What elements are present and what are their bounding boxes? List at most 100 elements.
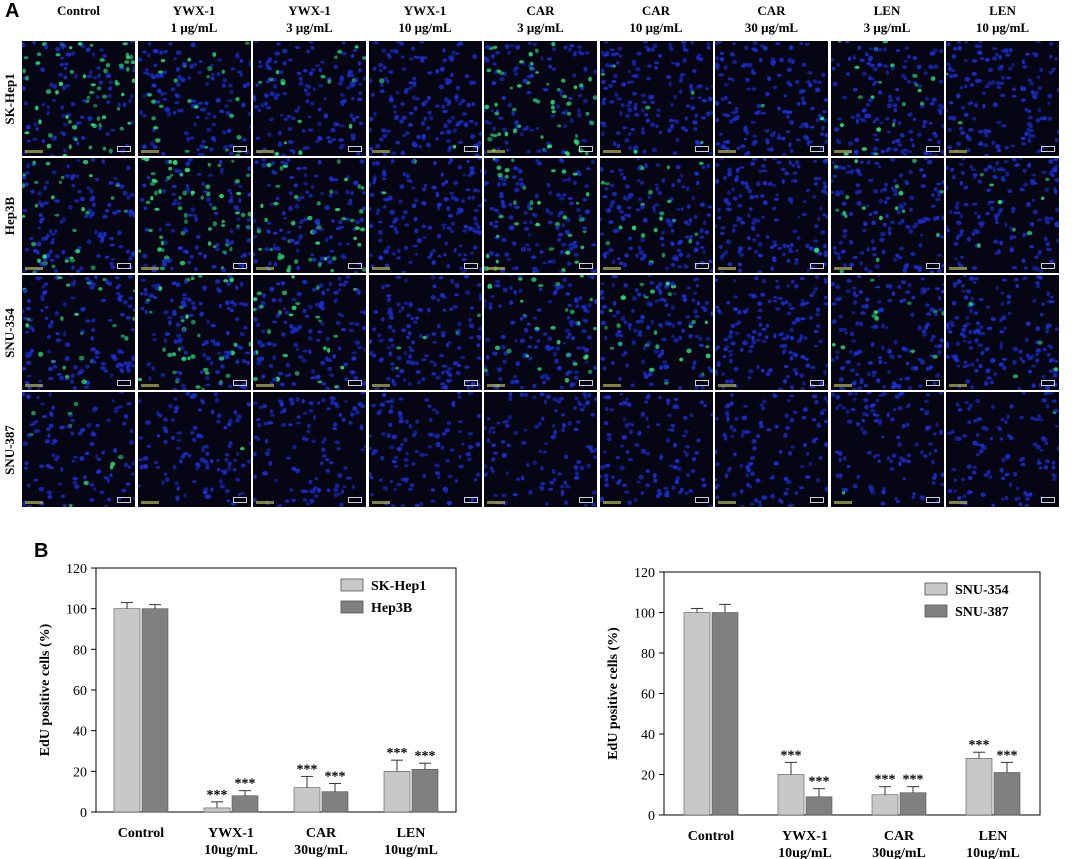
treatment-name: CAR — [641, 3, 671, 18]
significance-marker: *** — [969, 738, 990, 753]
y-tick-label: 80 — [73, 643, 87, 658]
y-tick-label: 0 — [80, 806, 87, 821]
micrograph-grid: Control YWX-1 1 μg/mL YWX-1 3 μg/mL YWX-1 10 μ… — [2, 2, 1059, 507]
scale-bar — [925, 146, 940, 152]
treatment-dose: 30 μg/mL — [744, 20, 799, 35]
magnification-stamp — [833, 150, 852, 153]
category-label: 10ug/mL — [204, 843, 258, 858]
micrograph-tile — [253, 41, 366, 156]
treatment-name: YWX-1 — [288, 3, 331, 18]
bar — [383, 771, 411, 813]
scale-bar — [232, 146, 247, 152]
treatment-dose: 3 μg/mL — [517, 20, 564, 35]
significance-marker: *** — [297, 762, 318, 777]
magnification-stamp — [256, 267, 274, 270]
scale-bar — [463, 497, 478, 503]
column-header: CAR 10 μg/mL — [600, 2, 713, 36]
y-tick-label: 20 — [641, 769, 655, 784]
scale-bar — [579, 380, 593, 386]
scale-bar — [579, 497, 593, 503]
micrograph-tile — [830, 158, 944, 273]
treatment-name: YWX-1 — [172, 3, 216, 18]
legend-swatch — [924, 582, 948, 596]
scale-bar — [117, 497, 131, 503]
magnification-stamp — [140, 384, 159, 387]
bar — [113, 608, 141, 813]
magnification-stamp — [718, 267, 736, 270]
scale-bar — [1041, 497, 1055, 503]
scale-bar — [463, 380, 478, 386]
bar — [321, 791, 349, 813]
scale-bar — [579, 263, 593, 269]
magnification-stamp — [718, 384, 736, 387]
micrograph-tile — [599, 275, 713, 390]
micrograph-tile — [946, 41, 1059, 156]
bar — [683, 612, 711, 816]
category-label: Control — [688, 829, 735, 844]
micrograph-tile — [599, 41, 713, 156]
micrograph-tile — [484, 275, 597, 390]
scale-bar — [694, 263, 709, 269]
bar — [993, 772, 1021, 816]
scale-bar — [925, 263, 940, 269]
significance-marker: *** — [781, 748, 802, 763]
y-axis-label: EdU positive cells (%) — [606, 627, 621, 760]
y-tick-label: 80 — [641, 647, 655, 662]
treatment-name: Control — [56, 3, 101, 18]
category-label: YWX-1 — [782, 829, 828, 844]
magnification-stamp — [949, 150, 967, 153]
micrograph-tile — [484, 392, 597, 507]
micrograph-tile — [22, 158, 135, 273]
magnification-stamp — [602, 267, 621, 270]
scale-bar — [694, 380, 709, 386]
micrograph-tile — [946, 392, 1059, 507]
significance-marker: *** — [235, 777, 256, 792]
scale-bar — [810, 497, 824, 503]
significance-marker: *** — [207, 788, 228, 803]
scale-bar — [348, 497, 362, 503]
micrograph-tile — [137, 41, 251, 156]
magnification-stamp — [256, 150, 274, 153]
edu-chart-snu354-snu387: 0 20 40 60 80 100 120 EdU positive cells (%) Con… — [606, 566, 1041, 859]
treatment-name: YWX-1 — [403, 3, 447, 18]
magnification-stamp — [140, 501, 159, 504]
magnification-stamp — [718, 150, 736, 153]
magnification-stamp — [25, 150, 43, 153]
micrograph-tile — [137, 275, 251, 390]
micrograph-tile — [715, 275, 828, 390]
magnification-stamp — [602, 150, 621, 153]
scale-bar — [232, 263, 247, 269]
micrograph-tile — [22, 41, 135, 156]
micrograph-tile — [599, 158, 713, 273]
magnification-stamp — [833, 501, 852, 504]
scale-bar — [1041, 263, 1055, 269]
treatment-dose: 10 μg/mL — [975, 20, 1030, 35]
magnification-stamp — [487, 267, 505, 270]
bar — [711, 612, 739, 816]
category-label: 10ug/mL — [384, 843, 438, 858]
category-label: Control — [118, 826, 165, 841]
micrograph-tile — [253, 275, 366, 390]
micrograph-tile — [946, 158, 1059, 273]
scale-bar — [232, 497, 247, 503]
micrograph-tile — [253, 392, 366, 507]
y-tick-label: 60 — [641, 688, 655, 703]
legend-swatch — [340, 578, 364, 592]
y-tick-label: 20 — [73, 765, 87, 780]
legend-label: Hep3B — [371, 601, 412, 616]
scale-bar — [810, 263, 824, 269]
significance-marker: *** — [325, 770, 346, 785]
column-header: YWX-1 3 μg/mL — [253, 2, 366, 36]
micrograph-tile — [22, 392, 135, 507]
edu-chart-sk-hep1-hep3b: 0 20 40 60 80 100 120 EdU positive cells (%) Con… — [38, 562, 457, 858]
cell-line-label: SNU-387 — [2, 424, 17, 475]
magnification-stamp — [833, 384, 852, 387]
legend-swatch — [340, 600, 364, 614]
micrograph-tile — [946, 275, 1059, 390]
magnification-stamp — [371, 384, 390, 387]
legend-label: SNU-354 — [955, 583, 1009, 598]
treatment-dose: 10 μg/mL — [629, 20, 683, 35]
magnification-stamp — [371, 501, 390, 504]
micrograph-tile — [715, 158, 828, 273]
scale-bar — [925, 497, 940, 503]
